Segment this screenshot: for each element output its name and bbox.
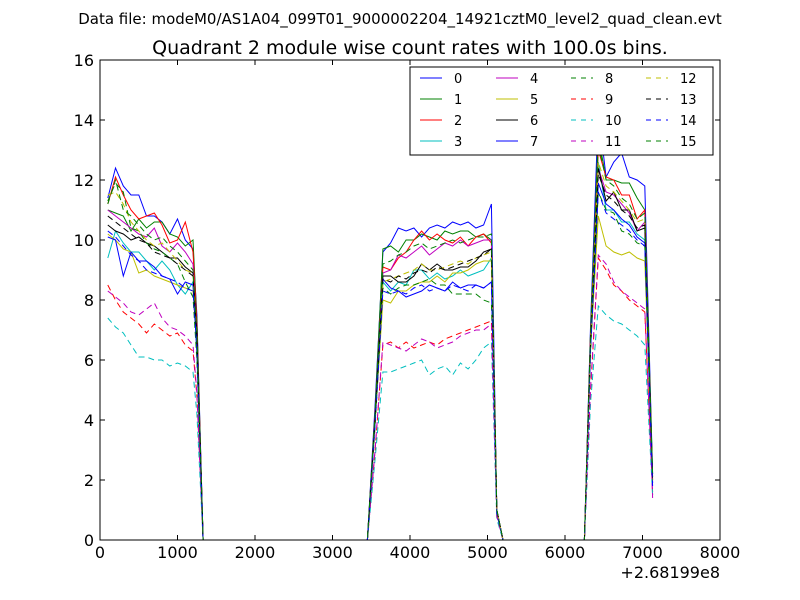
x-tick-label: 3000 <box>312 543 353 562</box>
suptitle: Data file: modeM0/AS1A04_099T01_90000022… <box>78 10 722 29</box>
series-line-10 <box>107 304 654 541</box>
legend-label-15: 15 <box>680 135 697 150</box>
series-line-4 <box>107 167 654 541</box>
x-offset-label: +2.68199e8 <box>620 563 720 582</box>
legend-label-6: 6 <box>530 114 538 129</box>
series-layer <box>107 110 654 541</box>
x-tick-label: 7000 <box>622 543 663 562</box>
x-tick-label: 8000 <box>700 543 741 562</box>
y-tick-label: 16 <box>74 51 94 70</box>
legend-label-14: 14 <box>680 114 697 129</box>
y-tick-label: 12 <box>74 171 94 190</box>
legend-label-9: 9 <box>605 93 613 108</box>
x-tick-label: 0 <box>95 543 105 562</box>
legend-label-4: 4 <box>530 72 538 87</box>
y-tick-label: 8 <box>84 291 94 310</box>
x-tick-label: 1000 <box>157 543 198 562</box>
x-tick-label: 2000 <box>235 543 276 562</box>
axis-ticks: 0 1000 2000 3000 4000 5000 6000 7000 80000246810… <box>74 51 741 562</box>
legend-label-11: 11 <box>605 135 622 150</box>
legend-label-3: 3 <box>454 135 462 150</box>
legend-box <box>409 66 714 156</box>
series-line-14 <box>107 191 654 541</box>
legend-label-1: 1 <box>454 93 462 108</box>
x-tick-label: 6000 <box>545 543 586 562</box>
series-line-3 <box>107 161 654 541</box>
chart-title: Quadrant 2 module wise count rates with … <box>152 37 668 59</box>
legend-label-8: 8 <box>605 72 613 87</box>
y-tick-label: 6 <box>84 351 94 370</box>
y-tick-label: 0 <box>84 531 94 550</box>
legend-label-12: 12 <box>680 72 697 87</box>
y-tick-label: 10 <box>74 231 94 250</box>
series-line-5 <box>107 215 654 541</box>
series-line-13 <box>107 173 654 541</box>
series-line-12 <box>107 161 654 541</box>
legend-label-5: 5 <box>530 93 538 108</box>
legend-label-13: 13 <box>680 93 697 108</box>
x-tick-label: 5000 <box>467 543 508 562</box>
legend-label-10: 10 <box>605 114 622 129</box>
y-tick-label: 14 <box>74 111 94 130</box>
series-line-6 <box>107 167 654 541</box>
legend-label-7: 7 <box>530 135 538 150</box>
series-line-11 <box>107 253 654 541</box>
x-tick-label: 4000 <box>390 543 431 562</box>
y-tick-label: 2 <box>84 471 94 490</box>
legend-label-0: 0 <box>454 72 462 87</box>
y-tick-label: 4 <box>84 411 94 430</box>
legend-label-2: 2 <box>454 114 462 129</box>
